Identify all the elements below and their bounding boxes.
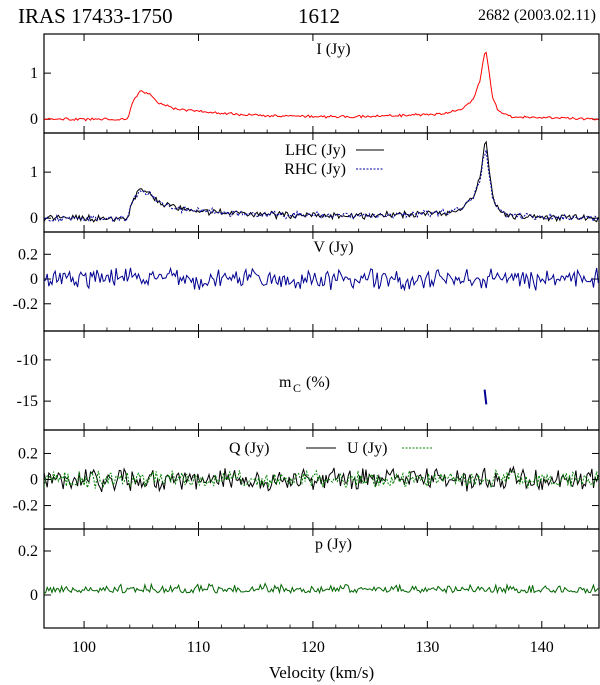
panel-label-mC: m [279, 374, 292, 391]
x-tick-label: 130 [415, 639, 439, 656]
panel-label-V: V (Jy) [313, 239, 353, 256]
frequency-label: 1612 [298, 4, 340, 28]
panel-label-I: I (Jy) [316, 41, 350, 58]
series-line-QU-U [44, 469, 599, 489]
series-line-I-I [44, 51, 599, 122]
object-name: IRAS 17433-1750 [18, 4, 173, 28]
y-tick-label: 0 [30, 111, 38, 128]
observation-label: 2682 (2003.02.11) [477, 7, 596, 24]
panel-frame-p [43, 528, 600, 629]
x-tick-label: 140 [530, 639, 554, 656]
y-tick-label: 1 [30, 65, 38, 82]
y-tick-label: 0.2 [18, 543, 38, 560]
panel-label-rest-mC: (%) [306, 374, 330, 391]
x-tick-label: 100 [72, 639, 96, 656]
y-tick-label: 0 [30, 271, 38, 288]
x-tick-label: 120 [301, 639, 325, 656]
legend-label-RHC: RHC (Jy) [284, 161, 346, 178]
legend-label-Q: Q (Jy) [229, 440, 269, 457]
y-tick-label: 1 [30, 164, 38, 181]
y-tick-label: -0.2 [13, 296, 38, 313]
y-tick-label: 0 [30, 472, 38, 489]
y-tick-label: 0.2 [18, 246, 38, 263]
x-tick-label: 110 [187, 639, 210, 656]
y-tick-label: 0.2 [18, 445, 38, 462]
series-line-QU-Q [44, 465, 599, 493]
series-line-LHCRHC-RHC [44, 149, 599, 223]
series-line-p-p [44, 582, 599, 595]
legend-label-U: U (Jy) [347, 440, 387, 457]
y-tick-label: 0 [30, 587, 38, 604]
series-line-mC-mC [483, 389, 488, 405]
y-tick-label: -10 [17, 352, 38, 369]
panel-label-sub-mC: C [293, 381, 301, 395]
panel-label-p: p (Jy) [315, 536, 352, 553]
legend-label-LHC: LHC (Jy) [285, 142, 346, 159]
x-axis-label: Velocity (km/s) [269, 663, 374, 682]
y-tick-label: -15 [17, 393, 38, 410]
series-line-LHCRHC-LHC [44, 140, 599, 223]
series-line-V-V [44, 266, 599, 292]
y-tick-label: -0.2 [13, 498, 38, 515]
y-tick-label: 0 [30, 210, 38, 227]
